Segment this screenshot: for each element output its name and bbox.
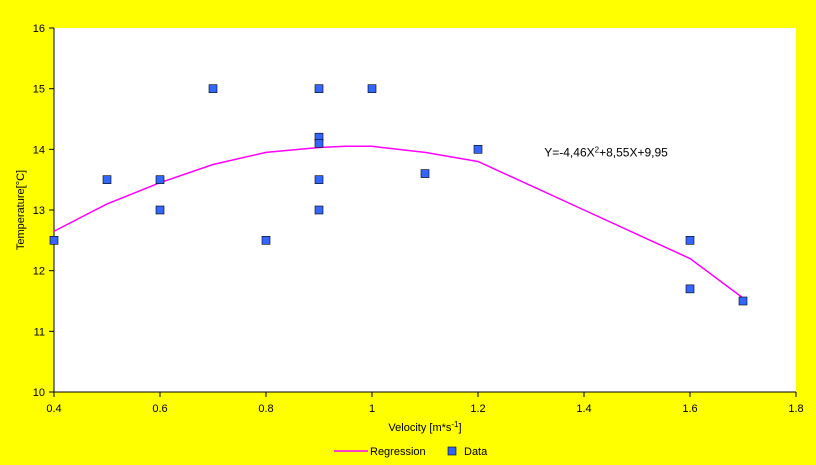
data-point	[685, 236, 695, 245]
x-axis-title-main: Velocity [m*s	[388, 422, 451, 434]
y-tick-label: 12	[33, 266, 45, 278]
y-tick-label: 15	[33, 84, 45, 96]
regression-line	[53, 145, 744, 299]
equation-suffix: +8,55X+9,95	[599, 146, 668, 160]
data-point	[314, 84, 324, 93]
regression-equation: Y=-4,46X2+8,55X+9,95	[544, 145, 668, 160]
x-tick-label: 1	[369, 403, 375, 415]
data-point	[473, 145, 483, 154]
plot-area	[54, 28, 796, 392]
y-tick-label: 10	[33, 387, 45, 399]
legend-regression-label: Regression	[370, 446, 426, 458]
data-point	[155, 205, 165, 215]
x-tick-label: 1.2	[470, 403, 485, 415]
y-tick-label: 14	[33, 144, 45, 156]
data-point	[49, 236, 59, 245]
equation-prefix: Y=-4,46X	[544, 146, 594, 160]
y-axis-ticks: 10 11 12 13 14 15 16	[33, 23, 54, 399]
y-axis-title: Temperature[°C]	[15, 170, 27, 250]
data-point	[261, 236, 271, 245]
x-tick-label: 0.4	[46, 403, 61, 415]
legend-data-swatch	[447, 446, 457, 456]
data-point	[314, 205, 324, 215]
y-tick-label: 13	[33, 205, 45, 217]
data-point	[208, 84, 218, 93]
x-axis-title: Velocity [m*s-1]	[388, 420, 461, 435]
legend-data-label: Data	[464, 446, 488, 458]
data-point	[314, 138, 324, 148]
data-point	[685, 284, 695, 294]
series-layer	[49, 84, 748, 306]
y-tick-label: 16	[33, 23, 45, 35]
x-axis-ticks: 0.4 0.6 0.8 1 1.2 1.4 1.6 1.8	[46, 392, 804, 415]
data-point	[102, 175, 112, 184]
x-axis-title-tail: ]	[459, 422, 462, 434]
data-point	[314, 175, 324, 184]
x-tick-label: 1.8	[788, 403, 803, 415]
x-tick-label: 0.6	[152, 403, 167, 415]
data-point	[155, 175, 165, 184]
data-point	[367, 84, 377, 93]
data-point	[738, 296, 748, 306]
legend: Regression Data	[334, 446, 488, 458]
y-tick-label: 11	[34, 326, 45, 338]
x-tick-label: 0.8	[258, 403, 273, 415]
equation-sup: 2	[595, 145, 600, 154]
x-tick-label: 1.4	[576, 403, 591, 415]
data-point	[420, 169, 430, 178]
x-tick-label: 1.6	[682, 403, 697, 415]
x-axis-title-sup: -1	[451, 420, 459, 429]
